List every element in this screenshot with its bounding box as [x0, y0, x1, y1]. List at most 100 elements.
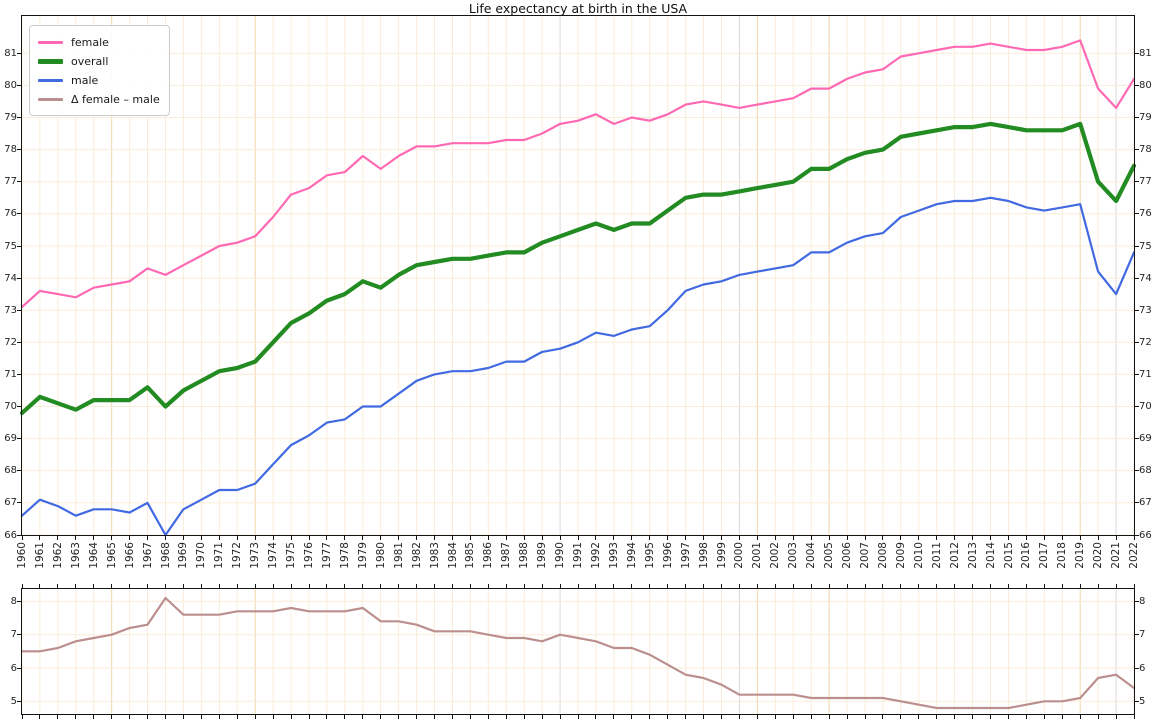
- x-tick-label: 2018: [1056, 542, 1069, 569]
- x-tickmark: [631, 536, 633, 540]
- x-tickmark: [1008, 715, 1009, 719]
- x-tickmark: [182, 536, 184, 540]
- x-tickmark: [200, 715, 202, 719]
- x-tick-label: 1968: [159, 542, 172, 569]
- x-tick-label: 1980: [374, 542, 387, 569]
- y-tick-label: 81: [4, 47, 17, 59]
- x-tickmark: [111, 536, 113, 540]
- x-tickmark: [882, 536, 884, 540]
- y-tick-label: 76: [4, 208, 17, 220]
- x-tickmark: [990, 536, 991, 540]
- y-tick-label: 8: [10, 595, 17, 607]
- x-tickmark: [685, 715, 687, 719]
- x-tick-label: 2022: [1128, 542, 1140, 569]
- x-tick-label: 1983: [428, 542, 441, 569]
- x-tickmark: [326, 715, 328, 719]
- x-tick-label: 1976: [303, 542, 315, 569]
- x-tickmark: [559, 536, 561, 540]
- chart-title: Life expectancy at birth in the USA: [468, 1, 688, 16]
- x-tickmark: [57, 536, 59, 540]
- x-tickmark: [792, 536, 794, 540]
- x-tickmark: [685, 536, 687, 540]
- x-tickmark: [649, 584, 651, 588]
- x-tickmark: [129, 715, 131, 719]
- y-tick-label: 72: [4, 336, 17, 348]
- x-tickmark: [111, 715, 113, 719]
- x-tickmark: [703, 715, 704, 719]
- x-tickmark: [308, 536, 310, 540]
- x-tickmark: [810, 584, 812, 588]
- x-tickmark: [398, 536, 400, 540]
- x-tickmark: [434, 536, 435, 540]
- y-tick-label: 6: [1139, 662, 1146, 674]
- x-tick-label: 1964: [87, 542, 100, 569]
- x-tickmark: [577, 715, 579, 719]
- x-tickmark: [75, 715, 77, 719]
- y-tickmark: [17, 341, 21, 343]
- y-tick-label: 78: [1139, 144, 1152, 156]
- x-tickmark: [900, 715, 902, 719]
- x-tick-label: 1978: [338, 542, 351, 569]
- x-tick-label: 1961: [33, 542, 46, 569]
- x-tickmark: [972, 536, 974, 540]
- x-tickmark: [1025, 584, 1027, 588]
- x-tickmark: [900, 536, 902, 540]
- x-tick-label: 1994: [625, 542, 638, 569]
- x-tickmark: [165, 536, 166, 540]
- x-tickmark: [972, 584, 974, 588]
- x-tickmark: [846, 536, 848, 540]
- x-tickmark: [1043, 584, 1045, 588]
- y-tick-label: 68: [1139, 465, 1152, 477]
- x-tickmark: [523, 584, 525, 588]
- y-tickmark: [17, 309, 21, 311]
- x-tick-label: 1987: [500, 542, 513, 569]
- x-tick-label: 1991: [572, 542, 584, 569]
- x-tick-label: 1963: [69, 542, 82, 569]
- x-tickmark: [93, 584, 95, 588]
- x-tickmark: [308, 715, 310, 719]
- y-tickmark: [17, 438, 21, 440]
- x-tickmark: [738, 584, 740, 588]
- x-tickmark: [667, 584, 669, 588]
- x-tick-label: 1977: [320, 542, 333, 569]
- x-tick-label: 1975: [285, 542, 297, 569]
- x-tickmark: [828, 715, 830, 719]
- y-tick-label: 68: [4, 465, 17, 477]
- x-tickmark: [218, 715, 220, 719]
- y-tick-label: 6: [10, 662, 17, 674]
- y-tick-label: 67: [1139, 497, 1152, 509]
- x-tick-label: 2005: [823, 542, 836, 569]
- x-tickmark: [595, 536, 597, 540]
- x-tickmark: [129, 584, 131, 588]
- x-tickmark: [523, 715, 525, 719]
- x-tickmark: [1115, 536, 1117, 540]
- x-tickmark: [1097, 715, 1099, 719]
- series-line-overall: [19, 121, 1137, 416]
- x-tick-label: 1990: [554, 542, 567, 569]
- x-tick-label: 1960: [16, 542, 28, 569]
- x-tickmark: [810, 715, 812, 719]
- x-tickmark: [236, 536, 238, 540]
- x-tickmark: [918, 715, 920, 719]
- x-tickmark: [900, 584, 902, 588]
- y-tick-label: 76: [1139, 208, 1152, 220]
- x-tickmark: [75, 536, 77, 540]
- x-tick-label: 2001: [751, 542, 764, 569]
- x-tickmark: [1061, 536, 1063, 540]
- y-tick-label: 81: [1139, 47, 1152, 59]
- delta-plot-area: [20, 589, 1136, 714]
- x-tick-label: 2013: [966, 542, 979, 569]
- x-tick-label: 2009: [894, 542, 907, 569]
- x-tickmark: [434, 584, 435, 588]
- x-tickmark: [990, 584, 991, 588]
- x-tickmark: [111, 584, 113, 588]
- x-tickmark: [308, 584, 310, 588]
- x-tickmark: [559, 715, 561, 719]
- x-tickmark: [290, 584, 292, 588]
- x-tickmark: [469, 584, 471, 588]
- x-tickmark: [667, 715, 669, 719]
- x-tickmark: [972, 715, 974, 719]
- x-tickmark: [1133, 715, 1135, 719]
- x-tickmark: [344, 584, 346, 588]
